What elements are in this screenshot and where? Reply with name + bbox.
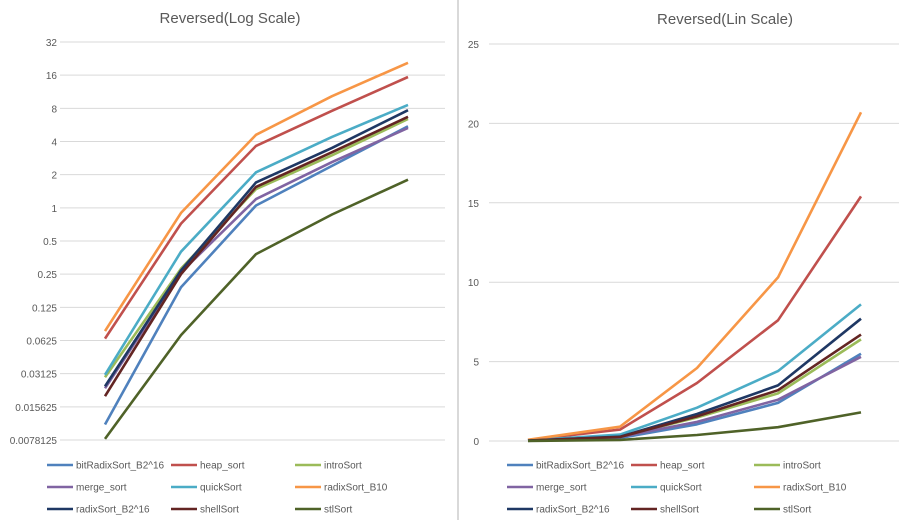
- y-tick-label: 20: [468, 119, 480, 130]
- legend-label-heap-sort: heap_sort: [200, 461, 245, 472]
- log-scale-chart-panel: Reversed(Log Scale) 0.0078125 0.015625 0.0…: [0, 0, 457, 520]
- legend-label-radixsort-b10: radixSort_B10: [324, 483, 388, 494]
- legend-label-stlsort: stlSort: [324, 505, 353, 516]
- y-tick-label: 16: [46, 71, 58, 82]
- y-tick-label: 10: [468, 278, 480, 289]
- series-line-heap-sort: [527, 195, 863, 442]
- panel-divider: [457, 0, 459, 520]
- legend-label-quicksort: quickSort: [200, 483, 242, 494]
- y-tick-label: 4: [51, 138, 57, 149]
- series-line-heap-sort: [103, 75, 409, 340]
- y-tick-label: 0.0625: [26, 337, 57, 348]
- y-tick-label: 0.25: [38, 270, 58, 281]
- legend-label-bitradixsort-b2-16: bitRadixSort_B2^16: [76, 461, 165, 472]
- legend-label-quicksort: quickSort: [660, 483, 702, 494]
- log-scale-chart: Reversed(Log Scale) 0.0078125 0.015625 0.0…: [10, 10, 445, 516]
- series-line-quicksort: [527, 303, 862, 442]
- y-tick-label: 32: [46, 38, 58, 49]
- series-line-shellsort: [103, 115, 409, 397]
- y-tick-label: 0: [473, 437, 479, 448]
- y-tick-label: 0.0078125: [10, 436, 58, 447]
- legend-label-merge-sort: merge_sort: [536, 483, 587, 494]
- linear-scale-chart: Reversed(Lin Scale) 0 5 10 15 20 25 bitRadixSo…: [468, 11, 899, 516]
- y-tick-label: 0.125: [32, 303, 57, 314]
- series-line-radixsort-b2-16: [103, 109, 409, 388]
- legend-label-heap-sort: heap_sort: [660, 461, 705, 472]
- series-line-stlsort: [527, 411, 862, 443]
- linear-scale-chart-panel: Reversed(Lin Scale) 0 5 10 15 20 25 bitRadixSo…: [459, 0, 913, 520]
- y-tick-label: 0.5: [43, 237, 57, 248]
- series-line-stlsort: [103, 178, 409, 440]
- y-tick-label: 15: [468, 199, 480, 210]
- legend-label-merge-sort: merge_sort: [76, 483, 127, 494]
- y-tick-label: 1: [51, 204, 57, 215]
- legend-label-stlsort: stlSort: [783, 505, 812, 516]
- y-tick-label: 5: [473, 358, 479, 369]
- series-line-shellsort: [527, 333, 862, 442]
- chart-title: Reversed(Log Scale): [160, 10, 301, 27]
- series-line-introsort: [103, 117, 409, 378]
- legend-label-bitradixsort-b2-16: bitRadixSort_B2^16: [536, 461, 625, 472]
- y-tick-label: 8: [51, 104, 57, 115]
- y-tick-label: 25: [468, 40, 480, 51]
- y-tick-label: 0.015625: [15, 403, 57, 414]
- legend-label-introsort: introSort: [783, 461, 821, 472]
- legend-label-radixsort-b2-16: radixSort_B2^16: [76, 505, 150, 516]
- chart-title: Reversed(Lin Scale): [657, 11, 793, 28]
- legend-label-radixsort-b10: radixSort_B10: [783, 483, 847, 494]
- legend-label-introsort: introSort: [324, 461, 362, 472]
- series-line-radixsort-b10: [103, 61, 409, 332]
- legend-label-radixsort-b2-16: radixSort_B2^16: [536, 505, 610, 516]
- series-line-bitradixsort-b2-16: [103, 125, 409, 426]
- series-line-quicksort: [103, 103, 409, 376]
- y-tick-label: 2: [51, 171, 57, 182]
- legend-label-shellsort: shellSort: [660, 505, 699, 516]
- series-line-radixsort-b10: [527, 111, 863, 442]
- legend-label-shellsort: shellSort: [200, 505, 239, 516]
- y-tick-label: 0.03125: [21, 370, 58, 381]
